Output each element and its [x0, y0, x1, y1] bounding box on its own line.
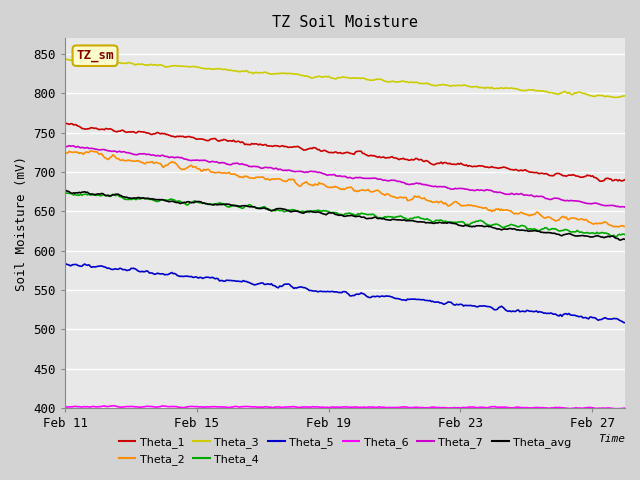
- Title: TZ Soil Moisture: TZ Soil Moisture: [272, 15, 418, 30]
- Y-axis label: Soil Moisture (mV): Soil Moisture (mV): [15, 156, 28, 290]
- Legend: Theta_1, Theta_2, Theta_3, Theta_4, Theta_5, Theta_6, Theta_7, Theta_avg: Theta_1, Theta_2, Theta_3, Theta_4, Thet…: [114, 433, 576, 469]
- Text: TZ_sm: TZ_sm: [76, 49, 114, 62]
- Text: Time: Time: [598, 434, 625, 444]
